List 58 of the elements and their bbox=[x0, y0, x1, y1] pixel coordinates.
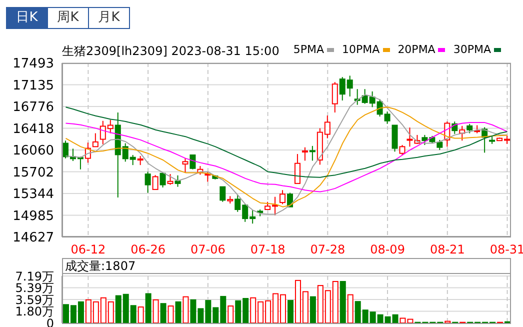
candlestick bbox=[174, 174, 181, 188]
candlestick bbox=[144, 171, 151, 194]
candlestick bbox=[167, 174, 174, 186]
line-series bbox=[65, 122, 508, 192]
bar bbox=[310, 296, 316, 323]
bar bbox=[138, 306, 144, 323]
y-tick-label: 16776 bbox=[12, 100, 54, 116]
chart-title: 成交量:1807 bbox=[62, 258, 511, 274]
legend-label: 20PMA bbox=[398, 43, 436, 56]
y-tick-label: 15344 bbox=[12, 187, 54, 202]
candlestick bbox=[466, 123, 473, 134]
candlestick bbox=[137, 156, 144, 166]
candlestick bbox=[392, 124, 398, 152]
x-tick-label: 07-28 bbox=[310, 242, 346, 257]
legend-label: 10PMA bbox=[342, 43, 380, 56]
bar bbox=[145, 293, 152, 323]
x-tick-label: 08-21 bbox=[430, 242, 465, 257]
y-tick-label: 15702 bbox=[12, 165, 54, 180]
bar bbox=[175, 301, 182, 323]
candlestick bbox=[182, 158, 188, 174]
y-tick-label: 7.19万 bbox=[15, 269, 54, 284]
bar bbox=[340, 280, 346, 323]
y-tick-label: 3.59万 bbox=[15, 292, 54, 307]
x-tick-label: 08-09 bbox=[370, 242, 405, 257]
candlestick bbox=[332, 82, 338, 113]
bar bbox=[347, 294, 354, 323]
x-tick-label: 06-12 bbox=[70, 242, 106, 257]
y-tick-label: 17135 bbox=[12, 78, 54, 94]
y-tick-label: 16418 bbox=[12, 122, 54, 137]
period-tabs: 日K 周K 月K bbox=[6, 7, 130, 29]
candlestick bbox=[302, 146, 308, 162]
x-tick-label: 07-18 bbox=[250, 242, 286, 257]
y-tick-label: 17493 bbox=[12, 56, 54, 72]
bar bbox=[168, 306, 174, 323]
candlestick bbox=[92, 132, 98, 148]
candlestick bbox=[220, 186, 226, 202]
y-tick-label: 5.39万 bbox=[15, 281, 54, 296]
y-tick-label: 14627 bbox=[12, 230, 54, 246]
candlestick bbox=[280, 190, 286, 205]
candlestick bbox=[436, 139, 443, 150]
bar bbox=[182, 296, 189, 323]
candlestick bbox=[309, 145, 316, 162]
candlestick bbox=[399, 144, 406, 156]
candlestick bbox=[160, 172, 166, 188]
chart-title: 生猪2309[lh2309] 2023-08-31 15:00 bbox=[62, 43, 280, 60]
bar bbox=[160, 303, 166, 323]
x-tick-label: 07-06 bbox=[190, 242, 226, 257]
bar bbox=[228, 306, 234, 323]
x-tick-label: 06-26 bbox=[130, 242, 166, 257]
bar bbox=[288, 300, 294, 323]
candlestick bbox=[294, 154, 300, 184]
candlestick bbox=[152, 174, 158, 190]
bar bbox=[152, 299, 159, 323]
legend-label: 30PMA bbox=[453, 43, 491, 56]
y-tick-label: 14985 bbox=[12, 208, 54, 224]
y-tick-label: 16060 bbox=[12, 144, 54, 159]
candlestick bbox=[190, 154, 196, 170]
legend-label: 5PMA bbox=[293, 43, 324, 56]
